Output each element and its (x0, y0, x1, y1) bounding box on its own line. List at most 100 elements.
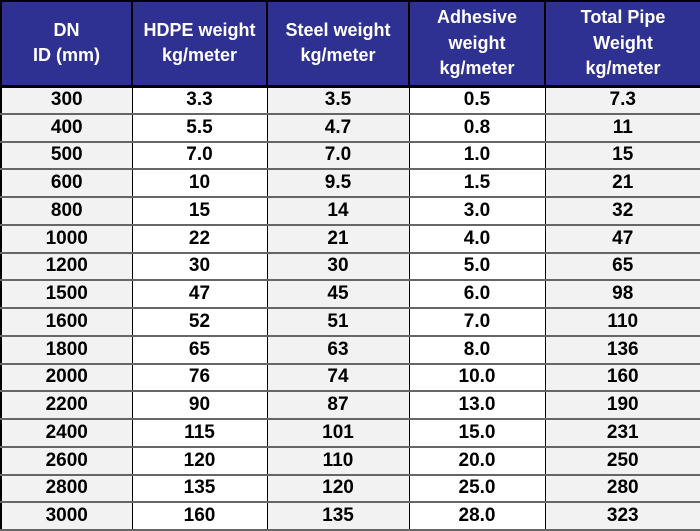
cell-adhesive-weight: 1.5 (408, 168, 546, 198)
cell-hdpe-weight: 160 (131, 501, 268, 531)
table-row: 2600 120 110 20.0 250 (0, 445, 700, 476)
table-row: 2000 76 74 10.0 160 (0, 362, 700, 393)
cell-steel-weight: 21 (266, 223, 410, 254)
cell-total-pipe-weight: 110 (544, 307, 700, 337)
cell-hdpe-weight: 115 (131, 418, 268, 448)
cell-dn-id: 2400 (0, 418, 133, 448)
cell-hdpe-weight: 22 (131, 223, 268, 254)
cell-hdpe-weight: 90 (131, 390, 268, 420)
cell-dn-id: 3000 (0, 501, 133, 531)
header-adhesive-weight: Adhesive weight kg/meter (408, 0, 546, 88)
cell-dn-id: 2200 (0, 390, 133, 420)
cell-steel-weight: 120 (266, 473, 410, 504)
table-row: 1200 30 30 5.0 65 (0, 251, 700, 282)
cell-total-pipe-weight: 323 (544, 501, 700, 531)
header-row: DN ID (mm) HDPE weight kg/meter Steel we… (0, 0, 700, 88)
cell-steel-weight: 9.5 (266, 168, 410, 198)
cell-dn-id: 1800 (0, 334, 133, 365)
cell-total-pipe-weight: 11 (544, 112, 700, 143)
cell-dn-id: 400 (0, 112, 133, 143)
cell-steel-weight: 101 (266, 418, 410, 448)
cell-hdpe-weight: 65 (131, 334, 268, 365)
cell-adhesive-weight: 15.0 (408, 418, 546, 448)
cell-dn-id: 2800 (0, 473, 133, 504)
header-steel-weight: Steel weight kg/meter (266, 0, 410, 88)
cell-steel-weight: 4.7 (266, 112, 410, 143)
cell-dn-id: 500 (0, 140, 133, 171)
cell-dn-id: 1000 (0, 223, 133, 254)
cell-steel-weight: 110 (266, 445, 410, 476)
cell-hdpe-weight: 120 (131, 445, 268, 476)
cell-hdpe-weight: 52 (131, 307, 268, 337)
cell-steel-weight: 63 (266, 334, 410, 365)
cell-adhesive-weight: 7.0 (408, 307, 546, 337)
cell-total-pipe-weight: 250 (544, 445, 700, 476)
cell-dn-id: 2000 (0, 362, 133, 393)
cell-steel-weight: 30 (266, 251, 410, 282)
cell-total-pipe-weight: 32 (544, 196, 700, 226)
cell-adhesive-weight: 0.5 (408, 85, 546, 115)
table-row: 1000 22 21 4.0 47 (0, 223, 700, 254)
header-total-pipe-weight: Total Pipe Weight kg/meter (544, 0, 700, 88)
cell-steel-weight: 7.0 (266, 140, 410, 171)
cell-adhesive-weight: 5.0 (408, 251, 546, 282)
cell-total-pipe-weight: 47 (544, 223, 700, 254)
cell-dn-id: 1200 (0, 251, 133, 282)
cell-hdpe-weight: 10 (131, 168, 268, 198)
cell-total-pipe-weight: 21 (544, 168, 700, 198)
cell-hdpe-weight: 15 (131, 196, 268, 226)
cell-hdpe-weight: 30 (131, 251, 268, 282)
cell-hdpe-weight: 47 (131, 279, 268, 309)
cell-total-pipe-weight: 65 (544, 251, 700, 282)
header-dn-id: DN ID (mm) (0, 0, 133, 88)
cell-hdpe-weight: 76 (131, 362, 268, 393)
cell-dn-id: 1500 (0, 279, 133, 309)
cell-dn-id: 1600 (0, 307, 133, 337)
table-row: 2200 90 87 13.0 190 (0, 390, 700, 420)
cell-steel-weight: 14 (266, 196, 410, 226)
cell-steel-weight: 87 (266, 390, 410, 420)
cell-total-pipe-weight: 98 (544, 279, 700, 309)
cell-total-pipe-weight: 280 (544, 473, 700, 504)
cell-dn-id: 800 (0, 196, 133, 226)
cell-adhesive-weight: 25.0 (408, 473, 546, 504)
cell-adhesive-weight: 10.0 (408, 362, 546, 393)
cell-adhesive-weight: 13.0 (408, 390, 546, 420)
cell-hdpe-weight: 135 (131, 473, 268, 504)
cell-adhesive-weight: 4.0 (408, 223, 546, 254)
table-row: 2400 115 101 15.0 231 (0, 418, 700, 448)
cell-adhesive-weight: 1.0 (408, 140, 546, 171)
cell-total-pipe-weight: 190 (544, 390, 700, 420)
cell-hdpe-weight: 7.0 (131, 140, 268, 171)
table-row: 2800 135 120 25.0 280 (0, 473, 700, 504)
cell-adhesive-weight: 6.0 (408, 279, 546, 309)
cell-steel-weight: 45 (266, 279, 410, 309)
cell-steel-weight: 3.5 (266, 85, 410, 115)
table-row: 400 5.5 4.7 0.8 11 (0, 112, 700, 143)
cell-total-pipe-weight: 231 (544, 418, 700, 448)
table-row: 500 7.0 7.0 1.0 15 (0, 140, 700, 171)
table-row: 600 10 9.5 1.5 21 (0, 168, 700, 198)
cell-steel-weight: 51 (266, 307, 410, 337)
cell-total-pipe-weight: 15 (544, 140, 700, 171)
cell-hdpe-weight: 3.3 (131, 85, 268, 115)
table-header: DN ID (mm) HDPE weight kg/meter Steel we… (0, 0, 700, 88)
cell-steel-weight: 74 (266, 362, 410, 393)
cell-dn-id: 300 (0, 85, 133, 115)
cell-hdpe-weight: 5.5 (131, 112, 268, 143)
table-row: 1800 65 63 8.0 136 (0, 334, 700, 365)
cell-total-pipe-weight: 160 (544, 362, 700, 393)
cell-adhesive-weight: 0.8 (408, 112, 546, 143)
table-row: 1500 47 45 6.0 98 (0, 279, 700, 309)
table-row: 1600 52 51 7.0 110 (0, 307, 700, 337)
cell-total-pipe-weight: 136 (544, 334, 700, 365)
table-body: 300 3.3 3.5 0.5 7.3 400 5.5 4.7 0.8 11 500 7.0 7.0 1.… (0, 85, 700, 531)
cell-adhesive-weight: 3.0 (408, 196, 546, 226)
cell-adhesive-weight: 20.0 (408, 445, 546, 476)
table-row: 800 15 14 3.0 32 (0, 196, 700, 226)
cell-dn-id: 600 (0, 168, 133, 198)
cell-adhesive-weight: 28.0 (408, 501, 546, 531)
cell-dn-id: 2600 (0, 445, 133, 476)
